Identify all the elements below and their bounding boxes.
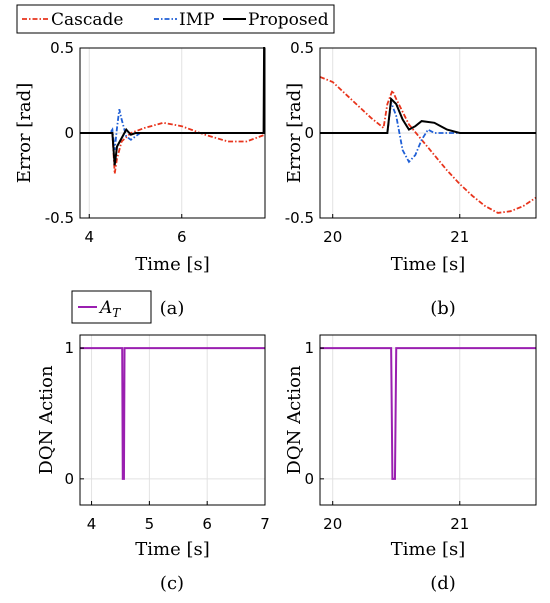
y-tick-label: 0 bbox=[64, 124, 74, 142]
legend-label-imp: IMP bbox=[179, 10, 215, 30]
y-tick-label: 0.5 bbox=[290, 39, 314, 57]
y-tick-label: -0.5 bbox=[285, 209, 314, 227]
axes-box bbox=[79, 334, 266, 506]
legend-top: Cascade IMP Proposed bbox=[16, 4, 335, 34]
y-axis-label: Error [rad] bbox=[14, 83, 35, 183]
x-tick-label: 6 bbox=[202, 515, 212, 533]
x-tick-label: 20 bbox=[323, 228, 342, 246]
x-tick-label: 4 bbox=[84, 228, 94, 246]
x-tick-label: 7 bbox=[260, 515, 270, 533]
panels: 4 6 -0.5 0 0.5 Time [s] Error [rad] (a) 20 21 -0.5… bbox=[14, 39, 537, 594]
series-line-cascade bbox=[80, 121, 265, 174]
x-axis-label: Time [s] bbox=[135, 539, 210, 560]
y-tick-label: 0 bbox=[304, 470, 314, 488]
y-tick-label: 0.5 bbox=[50, 39, 74, 57]
x-tick-label: 4 bbox=[87, 515, 97, 533]
legend-label-at: AT bbox=[98, 298, 121, 320]
chart-panel-2: 20 21 -0.5 0 0.5 Time [s] Error [rad] (b) bbox=[284, 39, 537, 319]
series-line-imp bbox=[320, 102, 536, 164]
axes-box bbox=[319, 334, 537, 506]
legend-bottom: AT bbox=[71, 290, 152, 324]
y-tick-label: 1 bbox=[304, 339, 314, 357]
y-tick-label: 0 bbox=[304, 124, 314, 142]
chart-panel-3: 4 5 6 7 0 1 Time [s] DQN Action (c) bbox=[36, 334, 270, 594]
x-axis-label: Time [s] bbox=[391, 539, 466, 560]
chart-panel-4: 20 21 0 1 Time [s] DQN Action (d) bbox=[284, 334, 537, 594]
x-tick-label: 6 bbox=[177, 228, 187, 246]
panel-caption: (b) bbox=[430, 298, 456, 319]
legend-label-cascade: Cascade bbox=[51, 10, 123, 30]
panel-caption: (a) bbox=[160, 298, 185, 319]
x-tick-label: 5 bbox=[145, 515, 155, 533]
chart-panel-1: 4 6 -0.5 0 0.5 Time [s] Error [rad] (a) bbox=[14, 39, 266, 319]
panel-caption: (d) bbox=[430, 573, 456, 594]
y-tick-label: -0.5 bbox=[45, 209, 74, 227]
y-axis-label: Error [rad] bbox=[284, 83, 305, 183]
series-line-imp bbox=[80, 109, 265, 151]
x-axis-label: Time [s] bbox=[135, 254, 210, 275]
series-line-cascade bbox=[320, 76, 536, 214]
y-tick-label: 0 bbox=[64, 470, 74, 488]
series-line-proposed bbox=[80, 47, 265, 166]
series-line-a-t bbox=[80, 347, 265, 480]
y-tick-label: 1 bbox=[64, 339, 74, 357]
y-axis-label: DQN Action bbox=[36, 365, 57, 475]
legend-label-at-main: A bbox=[98, 298, 112, 318]
legend-label-proposed: Proposed bbox=[248, 10, 329, 30]
x-axis-label: Time [s] bbox=[391, 254, 466, 275]
panel-caption: (c) bbox=[160, 573, 184, 594]
series-line-a-t bbox=[320, 347, 536, 480]
x-tick-label: 21 bbox=[450, 515, 469, 533]
x-tick-label: 21 bbox=[450, 228, 469, 246]
legend-label-at-sub: T bbox=[112, 306, 121, 320]
legend-bottom-box bbox=[71, 290, 152, 324]
y-axis-label: DQN Action bbox=[284, 365, 305, 475]
x-tick-label: 20 bbox=[323, 515, 342, 533]
series-line-proposed bbox=[320, 96, 536, 134]
